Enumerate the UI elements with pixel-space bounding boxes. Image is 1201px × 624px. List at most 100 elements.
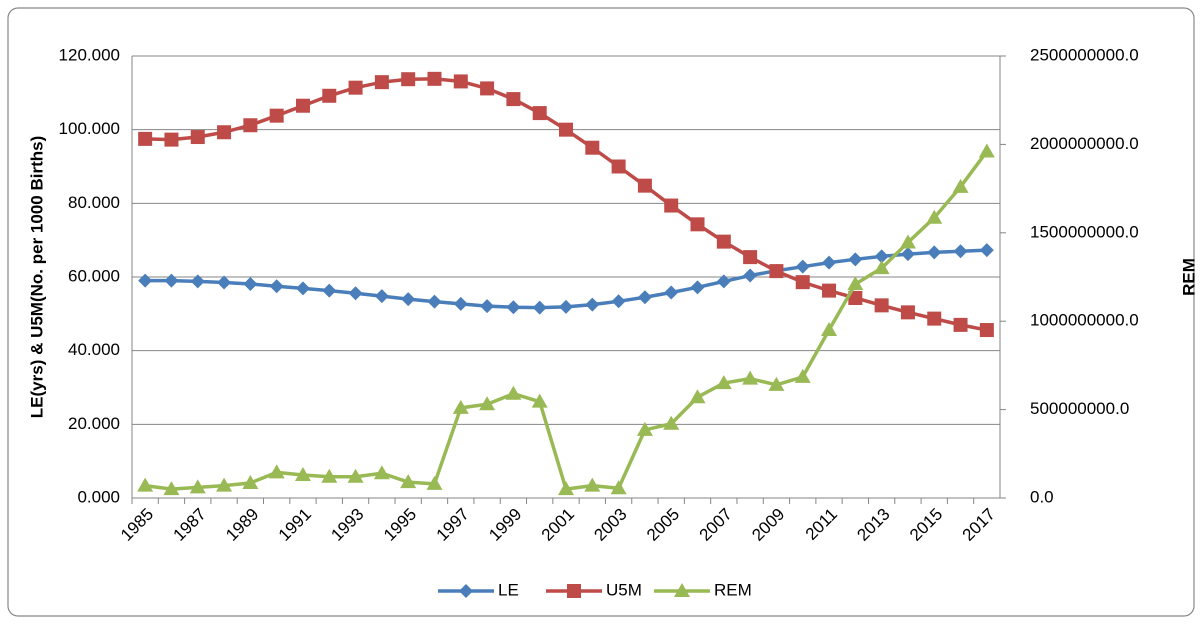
data-point [242, 474, 259, 489]
data-point [768, 376, 785, 391]
data-point [795, 275, 810, 290]
data-point [480, 81, 495, 96]
data-point [506, 300, 521, 315]
data-point [690, 217, 705, 232]
data-point [295, 98, 310, 113]
data-point [636, 421, 653, 436]
data-point [610, 480, 627, 495]
data-point [268, 464, 285, 479]
data-point [163, 481, 180, 496]
data-point [401, 72, 416, 87]
data-point [558, 481, 574, 496]
data-point [822, 255, 837, 270]
data-point [637, 178, 652, 193]
data-point [611, 159, 626, 174]
data-point [979, 243, 994, 258]
data-point [690, 280, 705, 295]
y-tick-label: 100.000 [59, 119, 120, 138]
data-point [164, 273, 179, 288]
y-tick-label: 40.000 [68, 340, 120, 359]
legend-marker [674, 583, 690, 597]
data-point [953, 317, 968, 332]
data-point [926, 209, 943, 224]
data-point [978, 143, 995, 158]
data-point [716, 234, 731, 249]
data-point [715, 375, 732, 390]
data-point [927, 245, 942, 260]
data-point [190, 274, 205, 289]
data-point [795, 259, 810, 274]
data-point [716, 274, 731, 289]
data-point [637, 290, 652, 305]
y2-tick-label: 1000000000.0 [1030, 311, 1139, 330]
data-point [532, 106, 547, 121]
data-point [137, 477, 154, 492]
data-point [979, 323, 994, 338]
y-axis-title: LE(yrs) & U5M(No. per 1000 Births) [27, 136, 46, 418]
legend-label: LE [498, 580, 519, 599]
data-point [348, 286, 363, 301]
data-point [373, 465, 390, 480]
data-point [400, 474, 417, 489]
data-point [664, 285, 679, 300]
data-point [322, 88, 337, 103]
data-point [138, 131, 153, 146]
data-point [847, 276, 864, 291]
data-point [505, 385, 522, 400]
y2-tick-label: 1500000000.0 [1030, 222, 1139, 241]
data-point [164, 132, 179, 147]
data-point [611, 294, 626, 309]
data-point [689, 389, 706, 404]
data-point [374, 289, 389, 304]
data-point [216, 477, 233, 492]
y-tick-label: 60.000 [68, 266, 120, 285]
data-point [427, 294, 442, 309]
chart-border [7, 7, 1195, 617]
data-point [874, 298, 889, 313]
y2-tick-label: 2000000000.0 [1030, 134, 1139, 153]
y-tick-label: 120.000 [59, 45, 120, 64]
legend-label: U5M [606, 580, 642, 599]
data-point [453, 74, 468, 89]
data-point [559, 299, 573, 314]
legend-marker [567, 584, 581, 598]
data-point [873, 260, 890, 275]
data-point [321, 468, 338, 483]
data-point [401, 292, 416, 307]
data-point [479, 396, 496, 411]
y-tick-label: 80.000 [68, 193, 120, 212]
data-point [322, 283, 337, 298]
y-tick-label: 0.000 [77, 487, 120, 506]
y2-tick-label: 500000000.0 [1030, 399, 1129, 418]
data-point [822, 283, 837, 298]
data-point [532, 300, 547, 315]
y2-axis-title: REM [1179, 258, 1198, 296]
data-point [663, 415, 680, 430]
data-point [269, 108, 284, 123]
data-point [848, 252, 863, 267]
data-point [138, 273, 153, 288]
data-point [452, 399, 469, 414]
data-point [427, 71, 442, 86]
data-point [506, 92, 521, 107]
data-point [927, 311, 942, 326]
legend-label: REM [714, 580, 752, 599]
data-point [848, 290, 863, 305]
data-point [743, 250, 758, 265]
data-point [952, 178, 969, 193]
data-point [426, 475, 443, 490]
data-point [243, 118, 258, 133]
y2-tick-label: 0.0 [1030, 487, 1054, 506]
data-point [269, 279, 284, 294]
data-point [295, 281, 310, 296]
data-point [480, 299, 495, 314]
data-point [900, 247, 915, 262]
y-tick-label: 20.000 [68, 414, 120, 433]
data-point [664, 198, 679, 213]
data-point [900, 305, 915, 320]
data-point [347, 468, 364, 483]
data-point [584, 477, 601, 492]
data-point [531, 393, 548, 408]
data-point [794, 368, 811, 383]
